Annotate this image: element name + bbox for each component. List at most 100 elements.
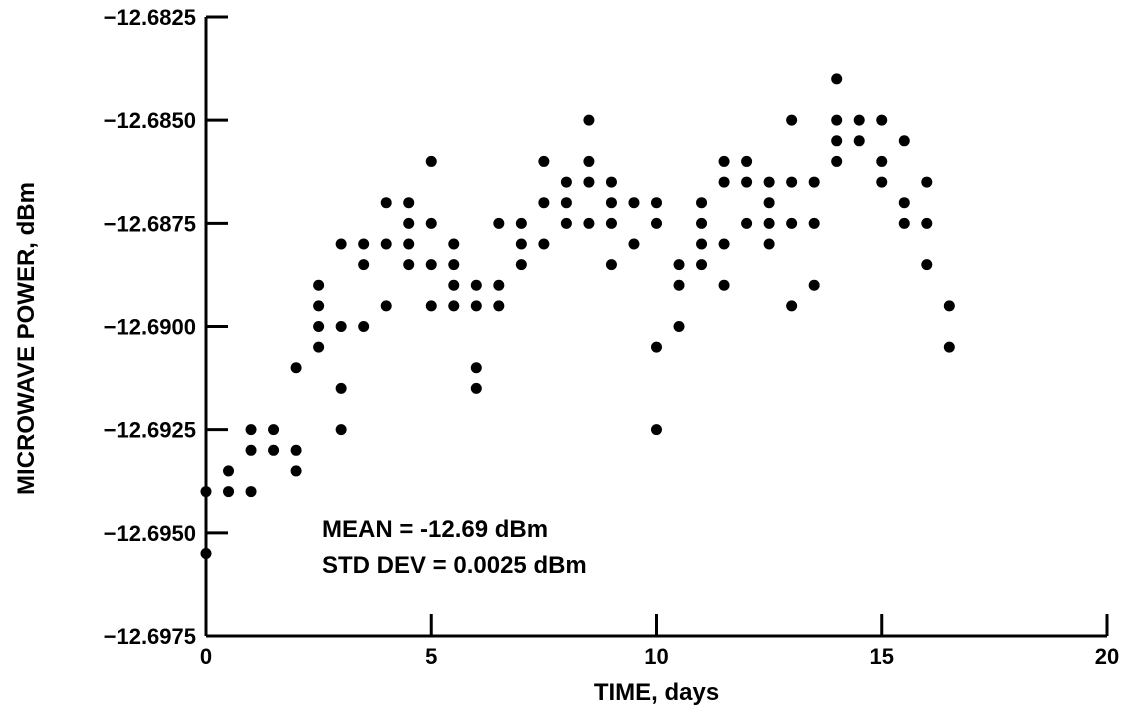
data-point <box>380 197 392 209</box>
data-point <box>898 217 910 229</box>
data-point <box>696 238 708 250</box>
data-point <box>335 321 347 332</box>
y-tick-label: −12.6925 <box>104 418 196 443</box>
data-point <box>403 238 415 250</box>
data-point <box>493 217 505 229</box>
data-point <box>605 197 617 209</box>
annotation-mean: MEAN = -12.69 dBm <box>322 516 548 543</box>
data-point <box>718 155 730 167</box>
data-point <box>673 259 685 271</box>
data-point <box>335 238 347 250</box>
data-point <box>538 238 550 250</box>
data-point <box>200 486 212 498</box>
data-point <box>786 176 798 188</box>
data-point <box>763 176 775 188</box>
data-point <box>448 300 460 312</box>
data-point <box>560 176 572 188</box>
data-point <box>200 547 212 559</box>
annotation-std-dev: STD DEV = 0.0025 dBm <box>322 552 587 579</box>
data-point <box>403 259 415 271</box>
y-axis-label: MICROWAVE POWER, dBm <box>13 182 40 495</box>
data-point <box>696 197 708 209</box>
data-point <box>515 217 527 229</box>
data-point <box>448 238 460 250</box>
y-tick-label: −12.6875 <box>104 211 196 236</box>
data-point <box>605 259 617 271</box>
y-tick-label: −12.6900 <box>104 315 196 340</box>
data-point <box>223 465 235 477</box>
data-point <box>515 259 527 271</box>
x-tick-label: 20 <box>1095 644 1119 669</box>
data-point <box>470 362 482 374</box>
data-point <box>605 176 617 188</box>
data-point <box>245 486 257 498</box>
data-point <box>245 444 257 456</box>
data-point <box>268 444 280 456</box>
data-point <box>425 155 437 167</box>
data-point <box>898 135 910 147</box>
data-point <box>448 259 460 271</box>
data-point <box>943 300 955 312</box>
data-point <box>876 155 888 167</box>
data-point <box>313 321 325 332</box>
data-point <box>425 217 437 229</box>
data-point <box>718 176 730 188</box>
data-point <box>538 155 550 167</box>
data-point <box>673 279 685 291</box>
data-point <box>583 155 595 167</box>
data-point <box>583 114 595 126</box>
x-tick-label: 15 <box>870 644 894 669</box>
data-point <box>718 279 730 291</box>
data-point <box>921 217 933 229</box>
data-point <box>831 73 843 85</box>
data-point <box>831 135 843 147</box>
data-point <box>786 217 798 229</box>
data-point <box>763 238 775 250</box>
data-point <box>560 197 572 209</box>
y-tick-label: −12.6850 <box>104 108 196 133</box>
data-point <box>223 486 235 498</box>
data-point <box>358 321 370 332</box>
y-axis-ticks: −12.6975 −12.6950 −12.6925 −12.6900 −12.6875… <box>104 5 228 649</box>
data-point <box>335 424 347 436</box>
data-point <box>628 197 640 209</box>
data-point <box>741 217 753 229</box>
data-point <box>696 217 708 229</box>
data-point <box>943 341 955 353</box>
data-point <box>763 217 775 229</box>
x-axis-label: TIME, days <box>594 679 719 706</box>
data-point <box>853 135 865 147</box>
data-point <box>560 217 572 229</box>
data-point <box>651 197 662 209</box>
data-point <box>470 382 482 394</box>
data-points <box>200 73 955 559</box>
data-point <box>425 300 437 312</box>
data-point <box>583 217 595 229</box>
data-point <box>538 197 550 209</box>
data-point <box>651 424 662 436</box>
data-point <box>808 279 820 291</box>
y-tick-label: −12.6825 <box>104 5 196 30</box>
data-point <box>403 217 415 229</box>
data-point <box>831 114 843 126</box>
y-tick-label: −12.6950 <box>104 521 196 546</box>
data-point <box>651 341 662 353</box>
data-point <box>786 114 798 126</box>
data-point <box>313 341 325 353</box>
data-point <box>628 238 640 250</box>
data-point <box>380 300 392 312</box>
data-point <box>786 300 798 312</box>
data-point <box>898 197 910 209</box>
data-point <box>853 114 865 126</box>
data-point <box>470 300 482 312</box>
data-point <box>448 279 460 291</box>
data-point <box>358 238 370 250</box>
data-point <box>808 217 820 229</box>
data-point <box>425 259 437 271</box>
data-point <box>493 279 505 291</box>
data-point <box>515 238 527 250</box>
data-point <box>718 238 730 250</box>
data-point <box>921 259 933 271</box>
x-tick-label: 0 <box>200 644 212 669</box>
y-tick-label: −12.6975 <box>104 624 196 649</box>
